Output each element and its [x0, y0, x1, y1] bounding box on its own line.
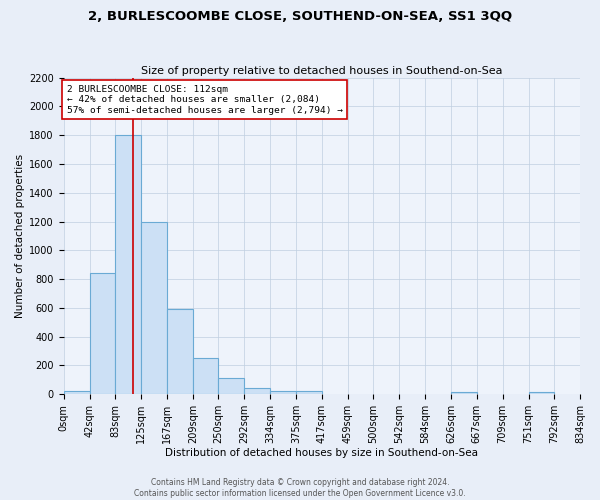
- Bar: [141, 222, 167, 394]
- Bar: [167, 310, 193, 394]
- Bar: [296, 392, 322, 394]
- Text: 2 BURLESCOOMBE CLOSE: 112sqm
← 42% of detached houses are smaller (2,084)
57% of: 2 BURLESCOOMBE CLOSE: 112sqm ← 42% of de…: [67, 85, 343, 114]
- Bar: [115, 135, 141, 394]
- Bar: [89, 274, 115, 394]
- X-axis label: Distribution of detached houses by size in Southend-on-Sea: Distribution of detached houses by size …: [166, 448, 478, 458]
- Bar: [451, 392, 476, 394]
- Text: 2, BURLESCOOMBE CLOSE, SOUTHEND-ON-SEA, SS1 3QQ: 2, BURLESCOOMBE CLOSE, SOUTHEND-ON-SEA, …: [88, 10, 512, 23]
- Title: Size of property relative to detached houses in Southend-on-Sea: Size of property relative to detached ho…: [141, 66, 503, 76]
- Y-axis label: Number of detached properties: Number of detached properties: [15, 154, 25, 318]
- Bar: [64, 390, 89, 394]
- Bar: [244, 388, 271, 394]
- Bar: [529, 392, 554, 394]
- Bar: [271, 391, 296, 394]
- Text: Contains HM Land Registry data © Crown copyright and database right 2024.
Contai: Contains HM Land Registry data © Crown c…: [134, 478, 466, 498]
- Bar: [193, 358, 218, 394]
- Bar: [218, 378, 244, 394]
